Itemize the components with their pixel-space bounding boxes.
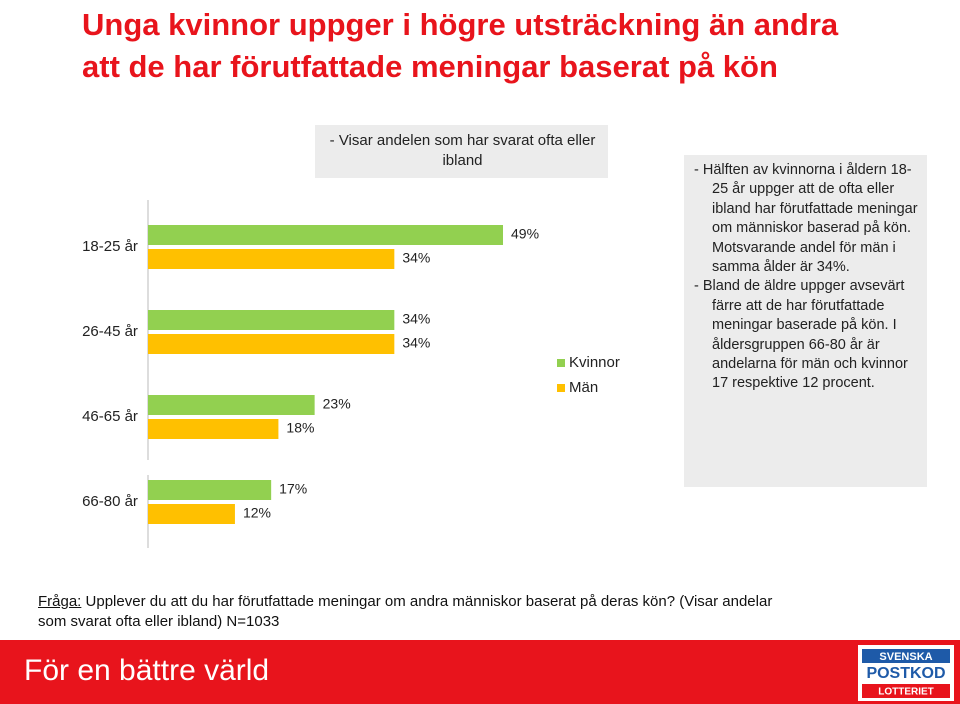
- value-label: 23%: [323, 396, 351, 412]
- category-label: 46-65 år: [82, 408, 138, 425]
- notes: - Hälften av kvinnorna i åldern 18-25 år…: [684, 155, 927, 487]
- footer-text: För en bättre värld: [24, 654, 270, 687]
- bar: [148, 504, 235, 524]
- category-label: 66-80 år: [82, 493, 138, 510]
- category-label: 18-25 år: [82, 238, 138, 255]
- title-line: Unga kvinnor uppger i högre utsträckning…: [82, 7, 839, 42]
- bar: [148, 249, 395, 269]
- title: Unga kvinnor uppger i högre utsträckning…: [82, 4, 942, 88]
- subtitle-box: - Visar andelen som har svarat ofta elle…: [315, 125, 608, 178]
- bar: [148, 419, 279, 439]
- value-label: 12%: [243, 505, 271, 521]
- value-label: 34%: [402, 311, 430, 327]
- legend-swatch: [557, 359, 565, 367]
- value-label: 49%: [511, 226, 539, 242]
- footer-band: [0, 640, 960, 704]
- subtitle: - Visar andelen som har svarat ofta elle…: [329, 132, 596, 169]
- legend-label: Kvinnor: [569, 354, 620, 371]
- bar: [148, 310, 395, 330]
- bar: [148, 480, 272, 500]
- bar: [148, 395, 315, 415]
- value-label: 17%: [279, 481, 307, 497]
- note: - Hälften av kvinnorna i åldern 18-25 år…: [694, 162, 918, 276]
- bar: [148, 225, 504, 245]
- note: - Bland de äldre uppger avsevärt färre a…: [694, 278, 908, 392]
- question: Fråga: Upplever du att du har förutfatta…: [38, 592, 798, 632]
- legend-label: Män: [569, 379, 598, 396]
- question-text: Upplever du att du har förutfattade meni…: [38, 593, 773, 630]
- legend-swatch: [557, 384, 565, 392]
- category-label: 26-45 år: [82, 323, 138, 340]
- bar: [148, 334, 395, 354]
- value-label: 18%: [286, 420, 314, 436]
- title-line: att de har förutfattade meningar baserat…: [82, 49, 778, 84]
- question-label: Fråga:: [38, 593, 82, 610]
- value-label: 34%: [402, 250, 430, 266]
- value-label: 34%: [402, 335, 430, 351]
